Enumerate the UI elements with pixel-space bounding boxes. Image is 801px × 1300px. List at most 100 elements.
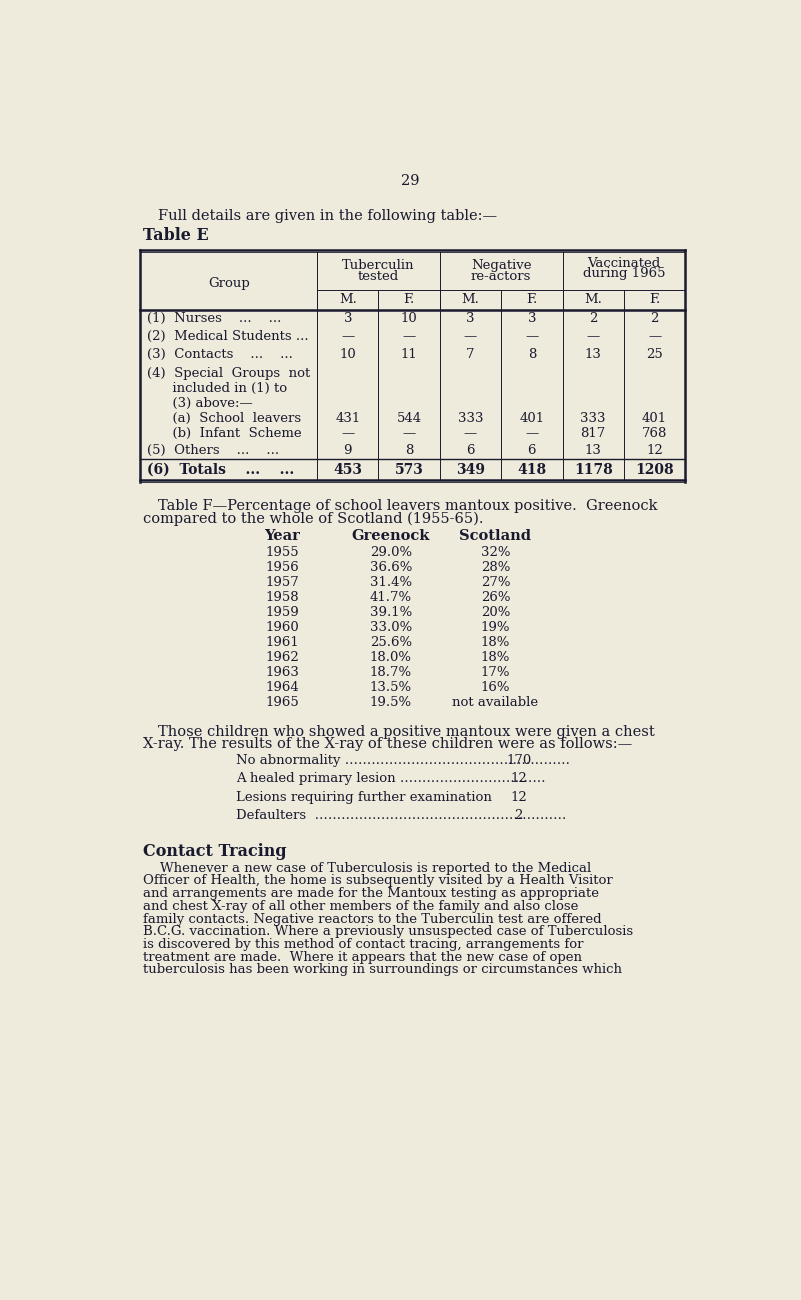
Text: 20%: 20% bbox=[481, 606, 510, 619]
Text: (1)  Nurses    ...    ...: (1) Nurses ... ... bbox=[147, 312, 281, 325]
Text: (a)  School  leavers: (a) School leavers bbox=[147, 412, 300, 425]
Text: 1962: 1962 bbox=[265, 651, 299, 664]
Text: 25: 25 bbox=[646, 348, 663, 361]
Text: 18%: 18% bbox=[481, 651, 510, 664]
Text: Year: Year bbox=[264, 529, 300, 542]
Text: Whenever a new case of Tuberculosis is reported to the Medical: Whenever a new case of Tuberculosis is r… bbox=[143, 862, 591, 875]
Text: 401: 401 bbox=[519, 412, 545, 425]
Text: 1955: 1955 bbox=[265, 546, 299, 559]
Text: —: — bbox=[403, 330, 416, 343]
Text: —: — bbox=[403, 426, 416, 439]
Text: Vaccinated: Vaccinated bbox=[587, 256, 661, 269]
Text: and chest X-ray of all other members of the family and also close: and chest X-ray of all other members of … bbox=[143, 900, 578, 913]
Text: 32%: 32% bbox=[481, 546, 510, 559]
Text: —: — bbox=[648, 330, 661, 343]
Text: included in (1) to: included in (1) to bbox=[147, 382, 287, 395]
Text: 453: 453 bbox=[333, 463, 362, 477]
Text: not available: not available bbox=[453, 696, 538, 708]
Text: 10: 10 bbox=[400, 312, 417, 325]
Text: Group: Group bbox=[208, 277, 250, 290]
Text: Those children who showed a positive mantoux were given a chest: Those children who showed a positive man… bbox=[159, 724, 655, 738]
Text: tested: tested bbox=[358, 270, 399, 283]
Text: 2: 2 bbox=[589, 312, 598, 325]
Text: M.: M. bbox=[339, 294, 356, 307]
Text: Table E: Table E bbox=[143, 226, 208, 244]
Text: X-ray. The results of the X-ray of these children were as follows:—: X-ray. The results of the X-ray of these… bbox=[143, 737, 632, 751]
Text: A healed primary lesion ……………………………: A healed primary lesion …………………………… bbox=[235, 772, 545, 785]
Text: 39.1%: 39.1% bbox=[369, 606, 412, 619]
Text: 13: 13 bbox=[585, 445, 602, 458]
Text: 25.6%: 25.6% bbox=[370, 636, 412, 649]
Text: F.: F. bbox=[404, 294, 415, 307]
Text: Officer of Health, the home is subsequently visited by a Health Visitor: Officer of Health, the home is subsequen… bbox=[143, 875, 613, 888]
Text: 1208: 1208 bbox=[635, 463, 674, 477]
Text: Scotland: Scotland bbox=[460, 529, 531, 542]
Text: 170: 170 bbox=[506, 754, 531, 767]
Text: 18.7%: 18.7% bbox=[370, 666, 412, 679]
Text: 29.0%: 29.0% bbox=[370, 546, 412, 559]
Text: 19%: 19% bbox=[481, 620, 510, 633]
Text: 36.6%: 36.6% bbox=[369, 560, 412, 573]
Text: (6)  Totals    ...    ...: (6) Totals ... ... bbox=[147, 463, 294, 477]
Text: Tuberculin: Tuberculin bbox=[342, 259, 415, 272]
Text: 17%: 17% bbox=[481, 666, 510, 679]
Text: 2: 2 bbox=[650, 312, 658, 325]
Text: tuberculosis has been working in surroundings or circumstances which: tuberculosis has been working in surroun… bbox=[143, 963, 622, 976]
Text: Contact Tracing: Contact Tracing bbox=[143, 844, 287, 861]
Text: 18.0%: 18.0% bbox=[370, 651, 412, 664]
Text: No abnormality ……………………………………………: No abnormality …………………………………………… bbox=[235, 754, 570, 767]
Text: M.: M. bbox=[584, 294, 602, 307]
Text: 41.7%: 41.7% bbox=[370, 590, 412, 603]
Text: 3: 3 bbox=[344, 312, 352, 325]
Text: 12: 12 bbox=[646, 445, 663, 458]
Text: B.C.G. vaccination. Where a previously unsuspected case of Tuberculosis: B.C.G. vaccination. Where a previously u… bbox=[143, 926, 633, 939]
Text: —: — bbox=[341, 330, 354, 343]
Text: 3: 3 bbox=[528, 312, 536, 325]
Text: 33.0%: 33.0% bbox=[369, 620, 412, 633]
Text: 1960: 1960 bbox=[265, 620, 299, 633]
Text: 1964: 1964 bbox=[265, 681, 299, 694]
Text: —: — bbox=[586, 330, 600, 343]
Text: 349: 349 bbox=[456, 463, 485, 477]
Text: 12: 12 bbox=[510, 790, 527, 803]
Text: F.: F. bbox=[526, 294, 537, 307]
Text: is discovered by this method of contact tracing, arrangements for: is discovered by this method of contact … bbox=[143, 937, 583, 950]
Text: family contacts. Negative reactors to the Tuberculin test are offered: family contacts. Negative reactors to th… bbox=[143, 913, 602, 926]
Text: 1959: 1959 bbox=[265, 606, 299, 619]
Text: 1178: 1178 bbox=[574, 463, 613, 477]
Text: 18%: 18% bbox=[481, 636, 510, 649]
Text: 768: 768 bbox=[642, 426, 667, 439]
Text: 1957: 1957 bbox=[265, 576, 299, 589]
Text: 431: 431 bbox=[335, 412, 360, 425]
Text: Negative: Negative bbox=[471, 259, 531, 272]
Text: Greenock: Greenock bbox=[352, 529, 430, 542]
Text: re-actors: re-actors bbox=[471, 270, 531, 283]
Text: 6: 6 bbox=[466, 445, 475, 458]
Text: 544: 544 bbox=[396, 412, 421, 425]
Text: 333: 333 bbox=[457, 412, 483, 425]
Text: 573: 573 bbox=[395, 463, 424, 477]
Text: 8: 8 bbox=[405, 445, 413, 458]
Text: treatment are made.  Where it appears that the new case of open: treatment are made. Where it appears tha… bbox=[143, 950, 582, 963]
Text: 1958: 1958 bbox=[265, 590, 299, 603]
Text: Lesions requiring further examination: Lesions requiring further examination bbox=[235, 790, 492, 803]
Text: and arrangements are made for the Mantoux testing as appropriate: and arrangements are made for the Mantou… bbox=[143, 887, 599, 900]
Text: F.: F. bbox=[649, 294, 660, 307]
Text: 31.4%: 31.4% bbox=[370, 576, 412, 589]
Text: (2)  Medical Students ...: (2) Medical Students ... bbox=[147, 330, 308, 343]
Text: 333: 333 bbox=[581, 412, 606, 425]
Text: 27%: 27% bbox=[481, 576, 510, 589]
Text: Defaulters  …………………………………………………: Defaulters ………………………………………………… bbox=[235, 810, 566, 823]
Text: compared to the whole of Scotland (1955-65).: compared to the whole of Scotland (1955-… bbox=[143, 512, 483, 527]
Text: 11: 11 bbox=[400, 348, 417, 361]
Text: 19.5%: 19.5% bbox=[370, 696, 412, 708]
Text: during 1965: during 1965 bbox=[582, 266, 665, 280]
Text: 1961: 1961 bbox=[265, 636, 299, 649]
Text: 13: 13 bbox=[585, 348, 602, 361]
Text: (5)  Others    ...    ...: (5) Others ... ... bbox=[147, 445, 279, 458]
Text: 2: 2 bbox=[514, 810, 523, 823]
Text: 1963: 1963 bbox=[265, 666, 300, 679]
Text: —: — bbox=[464, 330, 477, 343]
Text: 817: 817 bbox=[581, 426, 606, 439]
Text: —: — bbox=[341, 426, 354, 439]
